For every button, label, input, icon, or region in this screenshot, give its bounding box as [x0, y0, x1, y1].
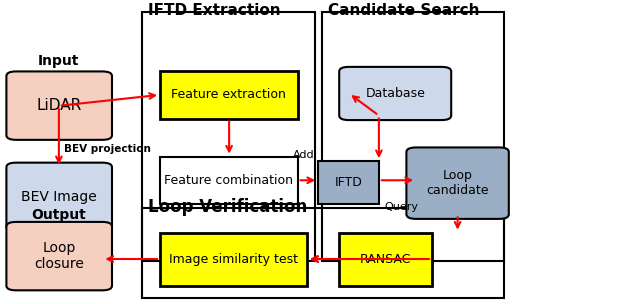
Text: Output: Output [31, 208, 86, 222]
FancyBboxPatch shape [406, 147, 509, 219]
Text: Input: Input [38, 54, 79, 68]
FancyBboxPatch shape [6, 71, 112, 140]
FancyBboxPatch shape [318, 161, 379, 204]
FancyBboxPatch shape [160, 233, 307, 286]
Text: BEV projection: BEV projection [64, 144, 151, 154]
Text: BEV Image: BEV Image [21, 190, 97, 204]
Text: IFTD Extraction: IFTD Extraction [148, 3, 281, 18]
Text: LiDAR: LiDAR [36, 98, 82, 113]
Text: Feature combination: Feature combination [164, 174, 293, 187]
Text: Query: Query [384, 202, 418, 212]
FancyBboxPatch shape [160, 157, 298, 204]
Text: RANSAC: RANSAC [360, 253, 412, 266]
FancyBboxPatch shape [339, 67, 451, 120]
Text: Database: Database [365, 87, 425, 100]
Text: IFTD: IFTD [335, 176, 362, 189]
Text: Image similarity test: Image similarity test [169, 253, 298, 266]
Text: Add: Add [293, 150, 315, 160]
Text: Loop Verification: Loop Verification [148, 198, 308, 216]
Text: Loop
candidate: Loop candidate [426, 169, 489, 197]
FancyBboxPatch shape [339, 233, 432, 286]
Text: Candidate Search: Candidate Search [328, 3, 480, 18]
FancyBboxPatch shape [6, 222, 112, 290]
FancyBboxPatch shape [160, 71, 298, 119]
Text: Loop
closure: Loop closure [35, 241, 84, 271]
FancyBboxPatch shape [6, 163, 112, 231]
Text: Feature extraction: Feature extraction [172, 88, 286, 102]
